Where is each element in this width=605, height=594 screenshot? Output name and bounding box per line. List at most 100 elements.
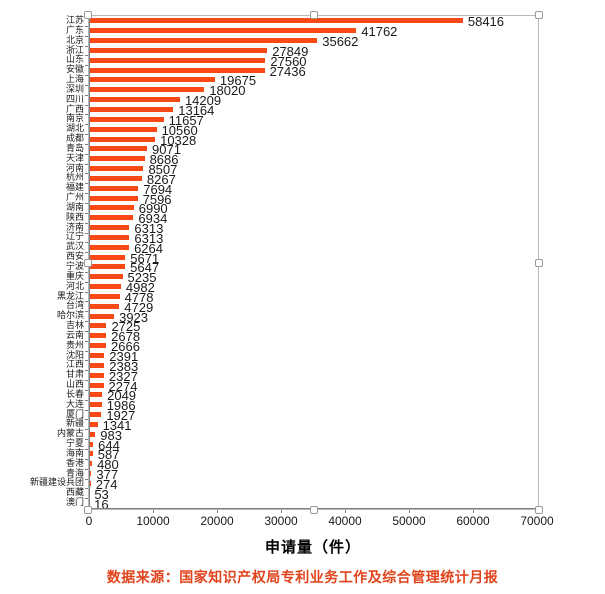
- y-axis-tick: [85, 45, 89, 47]
- y-axis-tick: [85, 380, 89, 382]
- bar[interactable]: [89, 293, 120, 299]
- category-label: 辽宁: [65, 231, 84, 242]
- category-label: 江西: [65, 359, 84, 370]
- y-axis-tick: [85, 35, 89, 37]
- x-axis-tick-label: 20000: [200, 514, 234, 528]
- y-axis-tick: [85, 163, 89, 165]
- bar[interactable]: [89, 382, 104, 388]
- bar[interactable]: [89, 431, 96, 437]
- bar[interactable]: [89, 28, 357, 34]
- y-axis-tick: [85, 143, 89, 145]
- bar[interactable]: [89, 166, 144, 172]
- bar[interactable]: [89, 57, 266, 63]
- y-axis-tick: [85, 449, 89, 450]
- y-axis-tick: [85, 262, 89, 263]
- bar[interactable]: [89, 392, 103, 398]
- bar[interactable]: [89, 87, 205, 93]
- category-label: 台湾: [65, 300, 84, 311]
- category-label: 新疆建设兵团: [29, 477, 84, 488]
- bar[interactable]: [89, 313, 115, 319]
- bar-value-label: 1341: [102, 417, 132, 433]
- bar[interactable]: [89, 38, 318, 44]
- bar[interactable]: [89, 146, 148, 152]
- bar[interactable]: [89, 116, 164, 122]
- plot-area[interactable]: 58416 41762 35662 27849 27560 27436 19675 18020…: [89, 14, 537, 512]
- bar-value-label: 41762: [361, 24, 398, 40]
- bar-value-label: 10328: [160, 132, 197, 148]
- bar[interactable]: [89, 244, 130, 250]
- bar[interactable]: [89, 205, 134, 211]
- bar[interactable]: [89, 156, 145, 162]
- bar-value-label: 7596: [142, 191, 172, 207]
- category-label: 武汉: [65, 241, 84, 252]
- category-label: 成都: [65, 133, 84, 144]
- category-label: 青岛: [65, 142, 84, 153]
- bar[interactable]: [89, 18, 463, 24]
- category-label: 黑龙江: [56, 290, 84, 301]
- y-axis-tick: [85, 271, 89, 273]
- bar-value-label: 27849: [272, 43, 309, 59]
- bar[interactable]: [89, 352, 105, 358]
- y-axis-tick: [85, 370, 89, 372]
- bar[interactable]: [89, 402, 102, 408]
- y-axis-tick: [85, 222, 89, 224]
- bar-value-label: 11657: [168, 112, 204, 128]
- bar[interactable]: [89, 215, 134, 221]
- bar[interactable]: [89, 333, 107, 339]
- x-axis-tick-label: 0: [85, 514, 93, 528]
- y-axis-tick: [85, 478, 89, 480]
- bar[interactable]: [89, 225, 130, 231]
- bar[interactable]: [89, 77, 215, 83]
- bar[interactable]: [89, 67, 265, 73]
- category-label: 厦门: [65, 408, 84, 419]
- bar[interactable]: [89, 303, 120, 309]
- bar-value-label: 2391: [109, 348, 139, 364]
- bar[interactable]: [89, 372, 104, 378]
- bar[interactable]: [89, 47, 268, 53]
- category-label: 海南: [65, 447, 84, 458]
- bar-value-label: 27436: [269, 63, 306, 79]
- bar-value-label: 587: [97, 447, 120, 463]
- bar[interactable]: [89, 195, 138, 201]
- bar[interactable]: [89, 323, 107, 329]
- bar[interactable]: [89, 362, 105, 368]
- category-label: 西藏: [65, 487, 84, 498]
- category-label: 宁夏: [65, 438, 84, 449]
- bar[interactable]: [89, 461, 93, 467]
- bar[interactable]: [89, 106, 174, 112]
- bar[interactable]: [89, 254, 126, 260]
- bar-value-label: 18020: [209, 83, 246, 99]
- y-axis-tick: [85, 399, 89, 401]
- bar[interactable]: [89, 97, 180, 103]
- bar-value-label: 2725: [111, 319, 141, 335]
- category-label: 天津: [65, 152, 84, 163]
- category-label: 沈阳: [65, 349, 84, 360]
- bar[interactable]: [89, 264, 126, 270]
- y-axis-tick: [85, 25, 89, 27]
- bar-value-label: 19675: [219, 73, 257, 89]
- bar[interactable]: [89, 136, 156, 142]
- bar[interactable]: [89, 284, 121, 290]
- bar-value-label: 8507: [148, 162, 178, 178]
- bar-value-label: 2049: [107, 388, 137, 404]
- bar[interactable]: [89, 274, 123, 280]
- bar[interactable]: [89, 412, 102, 418]
- bar[interactable]: [89, 126, 157, 132]
- bar[interactable]: [89, 175, 142, 181]
- bar[interactable]: [89, 185, 139, 191]
- category-label: 澳门: [65, 497, 84, 508]
- bar[interactable]: [89, 451, 93, 457]
- bar[interactable]: [89, 234, 130, 240]
- bar[interactable]: [89, 471, 92, 477]
- bar[interactable]: [89, 343, 107, 349]
- category-label: 山东: [65, 54, 84, 65]
- y-axis-tick: [85, 439, 89, 441]
- bar-value-label: 2678: [111, 329, 141, 345]
- category-label: 西安: [65, 251, 84, 262]
- bar[interactable]: [89, 421, 98, 427]
- bar-value-label: 7694: [143, 181, 173, 197]
- y-axis-tick: [85, 409, 89, 411]
- y-axis-tick: [85, 468, 89, 470]
- bar[interactable]: [89, 441, 94, 447]
